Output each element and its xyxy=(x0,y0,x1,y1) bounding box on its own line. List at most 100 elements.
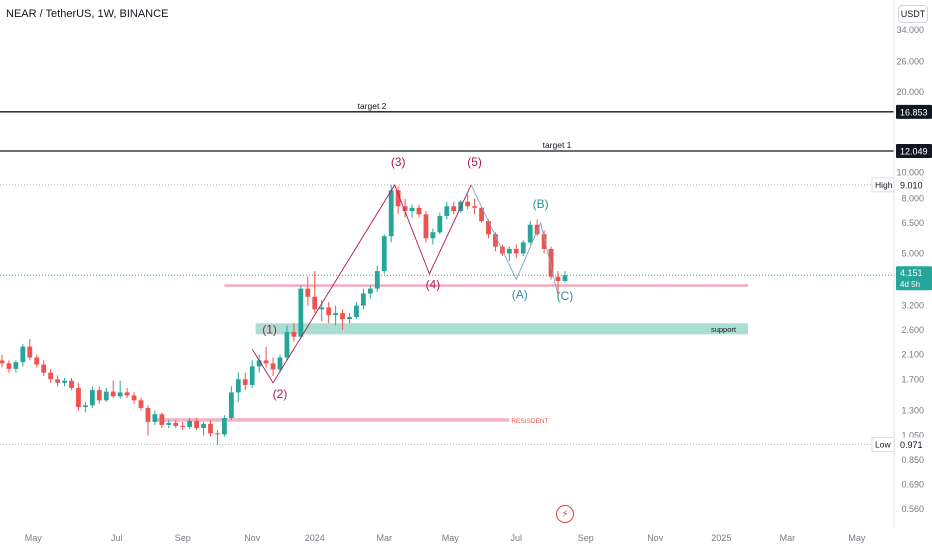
candle-body xyxy=(124,392,130,396)
y-tick-label: 6.500 xyxy=(901,218,924,228)
candle-body xyxy=(319,307,325,310)
candle xyxy=(159,412,165,428)
candle-body xyxy=(96,390,102,401)
candle xyxy=(62,377,67,387)
y-tick-label: 1.050 xyxy=(901,431,924,441)
candle-body xyxy=(27,346,33,358)
candle xyxy=(27,339,33,361)
x-tick-label: May xyxy=(848,533,866,543)
candle xyxy=(444,201,450,220)
candle-body xyxy=(291,332,297,337)
candle-body xyxy=(249,366,255,385)
candle xyxy=(541,230,547,254)
candle xyxy=(562,271,568,283)
candle xyxy=(242,372,248,391)
candle xyxy=(347,313,352,324)
candle xyxy=(194,418,199,431)
candle xyxy=(263,346,269,368)
candle xyxy=(437,212,443,235)
candle-body xyxy=(103,391,109,401)
candle xyxy=(305,276,311,306)
candle xyxy=(388,184,394,243)
candle xyxy=(117,380,123,399)
x-tick-label: Sep xyxy=(578,533,594,543)
x-tick-label: 2025 xyxy=(711,533,731,543)
x-tick-label: Jul xyxy=(111,533,123,543)
candle xyxy=(124,387,130,398)
candle-body xyxy=(347,317,352,320)
candle-body xyxy=(451,206,457,212)
candle-body xyxy=(222,418,227,435)
candle-body xyxy=(486,221,491,235)
candle xyxy=(374,265,380,292)
y-tick-label: 1.300 xyxy=(901,406,924,416)
candle-body xyxy=(430,232,436,239)
candle xyxy=(520,240,526,256)
candle-body xyxy=(55,379,60,383)
candle-body xyxy=(277,357,283,370)
candle-body xyxy=(555,276,561,282)
candle-body xyxy=(388,190,394,237)
candle xyxy=(472,198,477,215)
candle xyxy=(402,198,408,218)
candle-body xyxy=(187,420,193,427)
candle-body xyxy=(298,288,304,337)
candle xyxy=(333,305,338,326)
y-tick-label: 8.000 xyxy=(901,194,924,204)
target-1-price-tag: 12.049 xyxy=(900,146,928,156)
candle xyxy=(555,271,561,296)
candle-body xyxy=(208,423,213,434)
wave-label: (B) xyxy=(533,197,549,211)
candle-body xyxy=(444,206,450,216)
current-price-tag-bg xyxy=(896,266,932,291)
candle-body xyxy=(256,360,262,367)
wave-label: (C) xyxy=(557,289,574,303)
candle xyxy=(41,360,47,376)
candle xyxy=(354,301,359,320)
candle-body xyxy=(194,420,199,428)
symbol-header: NEAR / TetherUS, 1W, BINANCE xyxy=(6,8,169,20)
resident-label: RESISDENT xyxy=(511,418,548,425)
x-tick-label: Jul xyxy=(511,533,523,543)
wave-label: (5) xyxy=(467,155,482,169)
candle xyxy=(270,357,276,376)
candle xyxy=(340,309,345,330)
candle-body xyxy=(215,433,220,435)
candle-body xyxy=(534,224,540,235)
flash-icon[interactable]: ⚡ xyxy=(556,505,574,523)
candle-body xyxy=(409,207,415,212)
candle xyxy=(513,244,519,259)
x-tick-label: 2024 xyxy=(305,533,325,543)
wave-label: (4) xyxy=(426,278,441,292)
candle-body xyxy=(180,425,186,427)
target-2-price-tag: 16.853 xyxy=(900,107,928,117)
candle xyxy=(312,271,318,314)
y-tick-label: 0.560 xyxy=(901,504,924,514)
candle-body xyxy=(548,248,554,277)
candle xyxy=(131,392,137,404)
candle xyxy=(103,387,109,402)
y-tick-label: 0.690 xyxy=(901,479,924,489)
y-tick-label: 1.700 xyxy=(901,374,924,384)
pink-level-line xyxy=(224,284,748,287)
candle-body xyxy=(76,387,81,408)
candle-body xyxy=(6,363,12,369)
candle xyxy=(6,360,12,373)
candle-body xyxy=(340,313,345,320)
candle-body xyxy=(228,392,234,419)
candle xyxy=(326,301,332,324)
countdown-label: 4d 5h xyxy=(900,280,920,289)
candle xyxy=(465,194,471,210)
impulse-wave-path xyxy=(251,183,472,384)
candle-body xyxy=(48,372,54,380)
target-2-label: target 2 xyxy=(358,101,387,111)
candle-body xyxy=(541,234,547,249)
candle-body xyxy=(110,391,116,397)
candle xyxy=(361,288,366,310)
candle xyxy=(486,219,491,239)
candle xyxy=(256,354,262,373)
candle xyxy=(110,380,116,398)
candle xyxy=(277,354,283,373)
currency-button[interactable]: USDT xyxy=(898,5,928,23)
